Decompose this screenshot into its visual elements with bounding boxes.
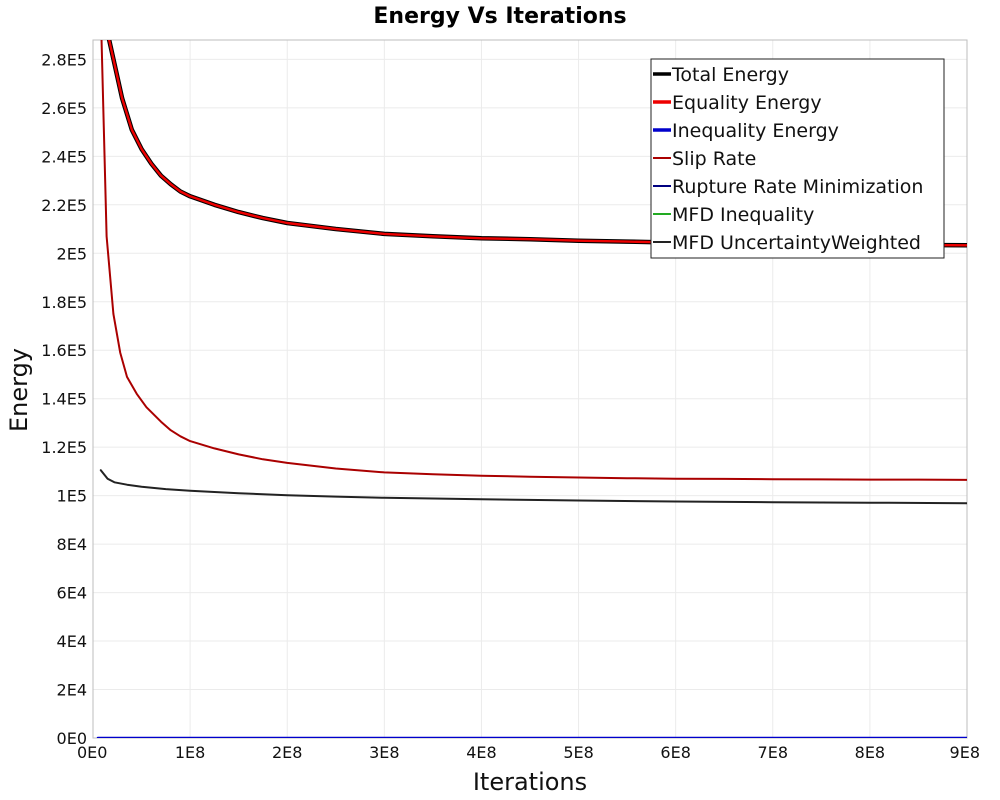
y-tick-label: 2E5 (57, 244, 87, 263)
x-tick-label: 7E8 (758, 743, 788, 762)
legend-label: Slip Rate (672, 148, 756, 170)
x-tick-label: 1E8 (175, 743, 205, 762)
x-tick-label: 3E8 (369, 743, 399, 762)
y-tick-label: 2.8E5 (41, 50, 87, 69)
y-tick-label: 2E4 (57, 681, 87, 700)
legend-label: Total Energy (671, 64, 789, 86)
y-tick-label: 0E0 (57, 729, 87, 748)
legend-label: Rupture Rate Minimization (672, 176, 923, 198)
x-tick-label: 2E8 (272, 743, 302, 762)
x-tick-label: 8E8 (855, 743, 885, 762)
x-axis-title: Iterations (473, 768, 587, 796)
series-line-slip-rate (100, 40, 967, 481)
y-tick-label: 1E5 (57, 487, 87, 506)
y-tick-label: 2.2E5 (41, 196, 87, 215)
y-tick-label: 4E4 (57, 632, 87, 651)
y-tick-label: 1.4E5 (41, 390, 87, 409)
legend-label: Equality Energy (672, 92, 822, 114)
legend-box (650, 58, 945, 259)
legend: Total Energy Equality Energy Inequality En… (650, 58, 945, 259)
y-axis-title: Energy (5, 348, 33, 432)
x-tick-label: 6E8 (660, 743, 690, 762)
y-axis-ticks: 0E0 2E4 4E4 6E4 8E4 1E5 1.2E5 1.4E5 1.6E5 1.8E5 2E… (41, 50, 87, 748)
y-tick-label: 1.6E5 (41, 341, 87, 360)
y-tick-label: 1.2E5 (41, 438, 87, 457)
y-tick-label: 1.8E5 (41, 293, 87, 312)
x-tick-label: 5E8 (563, 743, 593, 762)
y-tick-label: 2.4E5 (41, 147, 87, 166)
series-line-mfd-uncertaintyweighted (99, 469, 967, 505)
x-tick-label: 4E8 (466, 743, 496, 762)
y-tick-label: 2.6E5 (41, 99, 87, 118)
y-tick-label: 6E4 (57, 584, 87, 603)
chart-title: Energy Vs Iterations (373, 4, 626, 29)
legend-label: MFD UncertaintyWeighted (672, 232, 921, 254)
legend-label: MFD Inequality (672, 204, 814, 226)
x-axis-ticks: 0E0 1E8 2E8 3E8 4E8 5E8 6E8 7E8 8E8 9E8 (77, 743, 980, 762)
y-tick-label: 8E4 (57, 535, 87, 554)
x-tick-label: 0E0 (77, 743, 107, 762)
x-tick-label: 9E8 (950, 743, 980, 762)
legend-label: Inequality Energy (672, 120, 839, 142)
